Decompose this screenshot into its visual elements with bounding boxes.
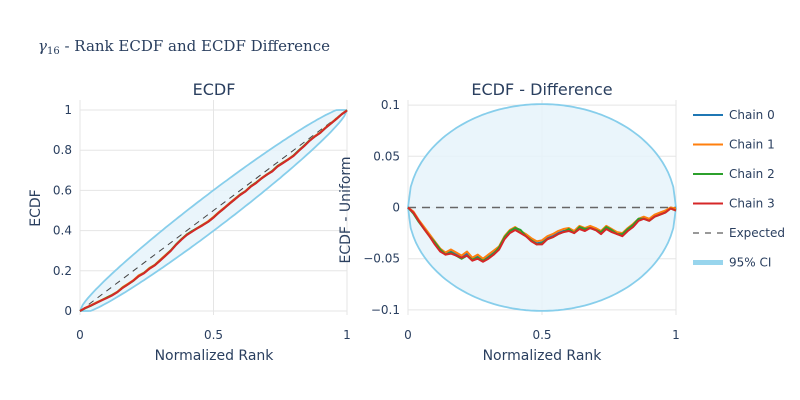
legend-item[interactable]: 95% CI	[693, 256, 771, 270]
ecdf-panel-title: ECDF	[193, 80, 236, 99]
diff-y-tick-label: 0.1	[381, 98, 400, 112]
legend-item[interactable]: Chain 3	[693, 197, 775, 211]
ecdf-y-axis-label: ECDF	[28, 189, 44, 226]
ecdf-y-tick-label: 0.8	[53, 143, 72, 157]
ecdf-panel: ECDF 0 0.5 1 0 0.2 0.4 0.6 0.8 1 Normalized Rank…	[28, 80, 351, 364]
diff-ci-upper-line	[407, 103, 677, 208]
diff-x-axis-label: Normalized Rank	[483, 348, 603, 364]
legend-item[interactable]: Chain 2	[693, 167, 775, 181]
ecdf-x-axis-label: Normalized Rank	[155, 348, 275, 364]
legend: Chain 0 Chain 1 Chain 2 Chain 3 Expected 95% …	[693, 108, 785, 270]
ecdf-x-tick-label: 1	[343, 328, 351, 342]
ecdf-series-lines	[79, 109, 348, 312]
ecdf-y-tick-label: 0	[64, 304, 72, 318]
diff-ci-lower-line	[407, 207, 677, 312]
ecdf-expected-dashed-line	[79, 109, 348, 312]
diff-y-tick-label: 0.05	[373, 149, 400, 163]
ecdf-tick-labels: 0 0.5 1 0 0.2 0.4 0.6 0.8 1	[53, 103, 351, 342]
figure-title: γ16 - Rank ECDF and ECDF Difference	[38, 37, 330, 57]
diff-y-tick-label: −0.1	[371, 303, 400, 317]
ecdf-y-tick-label: 0.6	[53, 183, 72, 197]
diff-y-tick-label: 0	[392, 201, 400, 215]
ecdf-ci-upper-line	[79, 109, 347, 312]
diff-y-tick-label: −0.05	[363, 252, 400, 266]
ecdf-x-tick-label: 0	[76, 328, 84, 342]
diff-x-tick-label: 1	[672, 328, 680, 342]
diff-panel-title: ECDF - Difference	[471, 80, 612, 99]
ecdf-expected-line	[79, 109, 348, 312]
diff-x-tick-label: 0.5	[532, 328, 551, 342]
ecdf-y-tick-label: 0.4	[53, 224, 72, 238]
ecdf-y-tick-label: 1	[64, 103, 72, 117]
legend-item[interactable]: Chain 1	[693, 138, 775, 152]
diff-y-axis-label: ECDF - Uniform	[338, 156, 354, 263]
ecdf-ci-lower-line	[80, 109, 348, 312]
diff-tick-labels: 0 0.5 1 −0.1 −0.05 0 0.05 0.1	[363, 98, 680, 342]
diff-series-lines	[407, 206, 677, 263]
legend-label: 95% CI	[729, 256, 771, 270]
diff-panel: ECDF - Difference 0 0.5 1 −0.1 −0.05 0 0.05 0.1…	[338, 80, 680, 364]
legend-label: Chain 2	[729, 167, 775, 181]
legend-label: Chain 3	[729, 197, 775, 211]
legend-label: Chain 0	[729, 108, 775, 122]
ecdf-chain-3-line	[79, 109, 348, 312]
legend-item[interactable]: Expected	[693, 226, 785, 240]
ecdf-y-tick-label: 0.2	[53, 264, 72, 278]
diff-x-tick-label: 0	[404, 328, 412, 342]
ecdf-x-tick-label: 0.5	[204, 328, 223, 342]
legend-item[interactable]: Chain 0	[693, 108, 775, 122]
legend-label: Expected	[729, 226, 785, 240]
legend-label: Chain 1	[729, 138, 775, 152]
diff-chain-3-line	[407, 206, 677, 263]
